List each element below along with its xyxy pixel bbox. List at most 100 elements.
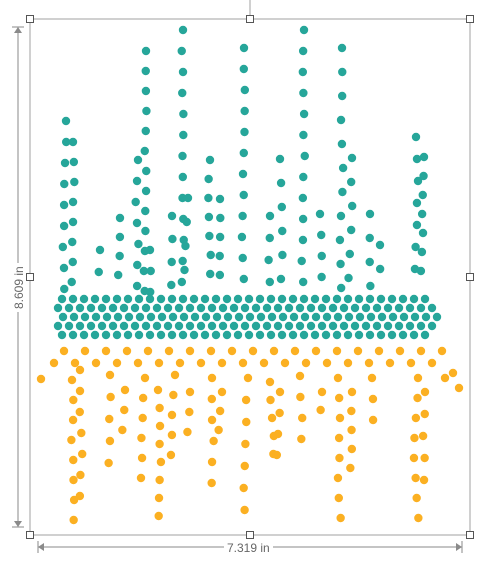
orange-dot [75, 365, 85, 375]
teal-dot [366, 312, 376, 322]
teal-dot [130, 303, 140, 313]
orange-dot [207, 457, 217, 467]
orange-dot [414, 513, 423, 523]
orange-dot [156, 457, 166, 467]
orange-dot [101, 346, 111, 356]
teal-dot [200, 294, 210, 304]
teal-dot [179, 312, 189, 322]
handle-top-right[interactable] [466, 15, 474, 23]
teal-dot [317, 272, 326, 282]
teal-dot [167, 280, 176, 290]
teal-dot [321, 330, 331, 340]
teal-dot [299, 109, 309, 119]
orange-dot [76, 470, 85, 480]
orange-dot [266, 395, 275, 405]
teal-dot [179, 130, 188, 140]
orange-dot [419, 475, 429, 485]
teal-dot [145, 245, 155, 255]
orange-dot [395, 346, 405, 356]
teal-dot [262, 321, 272, 331]
teal-dot [337, 91, 347, 101]
orange-dot [241, 439, 250, 449]
teal-dot [354, 294, 364, 304]
teal-dot [146, 266, 155, 276]
handle-bottom-center[interactable] [246, 531, 254, 539]
teal-dot [222, 330, 232, 340]
orange-dot [427, 358, 437, 368]
teal-dot [206, 269, 215, 279]
teal-dot [168, 312, 178, 322]
teal-dot [276, 274, 286, 284]
orange-dot [167, 410, 177, 420]
teal-dot [146, 312, 156, 322]
teal-dot [337, 43, 347, 53]
teal-dot [420, 294, 430, 304]
teal-dot [311, 312, 321, 322]
orange-dot [185, 387, 195, 397]
orange-dot [420, 453, 429, 463]
teal-dot [337, 139, 347, 149]
teal-dot [68, 294, 78, 304]
teal-dot [365, 233, 374, 243]
teal-dot [332, 294, 342, 304]
orange-dot [59, 346, 69, 356]
teal-dot [212, 312, 222, 322]
handle-top-center[interactable] [246, 15, 254, 23]
teal-dot [68, 257, 77, 267]
orange-dot [353, 346, 363, 356]
teal-dot [317, 251, 326, 261]
orange-dot [385, 358, 395, 368]
orange-dot [335, 413, 345, 423]
teal-dot [60, 179, 69, 189]
teal-dot [133, 260, 142, 270]
teal-dot [420, 330, 430, 340]
teal-dot [297, 256, 306, 266]
width-arrow-right [456, 543, 462, 551]
orange-dot [207, 394, 217, 404]
handle-bottom-right[interactable] [466, 531, 474, 539]
teal-dot [180, 265, 189, 275]
teal-dot [299, 294, 309, 304]
handle-bottom-left[interactable] [26, 531, 34, 539]
teal-dot [240, 127, 249, 137]
teal-dot [372, 321, 382, 331]
teal-dot [113, 312, 123, 322]
teal-dot [139, 266, 149, 276]
orange-dot [166, 450, 176, 460]
teal-dot [205, 231, 214, 241]
teal-dot [185, 321, 195, 331]
teal-dot [233, 330, 243, 340]
height-arrow-top [14, 27, 22, 33]
teal-dot [432, 312, 442, 322]
teal-dot [64, 321, 74, 331]
orange-dot [316, 405, 325, 415]
handle-top-left[interactable] [26, 15, 34, 23]
orange-dot [317, 387, 327, 397]
handle-middle-left[interactable] [26, 273, 34, 281]
teal-dot [86, 303, 96, 313]
teal-dot [178, 151, 187, 161]
teal-dot [240, 303, 250, 313]
orange-dot [105, 414, 114, 424]
teal-dot [299, 88, 308, 98]
orange-dot [155, 475, 164, 485]
teal-dot [140, 146, 149, 156]
orange-dot [275, 387, 285, 397]
orange-dot [175, 358, 185, 368]
teal-dot [216, 213, 225, 223]
teal-dot [262, 303, 272, 313]
teal-dot [124, 312, 134, 322]
orange-dot [77, 428, 86, 438]
teal-dot [218, 321, 228, 331]
teal-dot [377, 312, 387, 322]
teal-dot [288, 330, 298, 340]
dot-artwork [36, 25, 464, 525]
resize-handles[interactable] [26, 15, 474, 539]
teal-dot [57, 330, 67, 340]
teal-dot [163, 321, 173, 331]
teal-dot [361, 303, 371, 313]
teal-dot [67, 277, 76, 287]
teal-dot [416, 303, 426, 313]
teal-dot [388, 312, 398, 322]
handle-middle-right[interactable] [466, 273, 474, 281]
